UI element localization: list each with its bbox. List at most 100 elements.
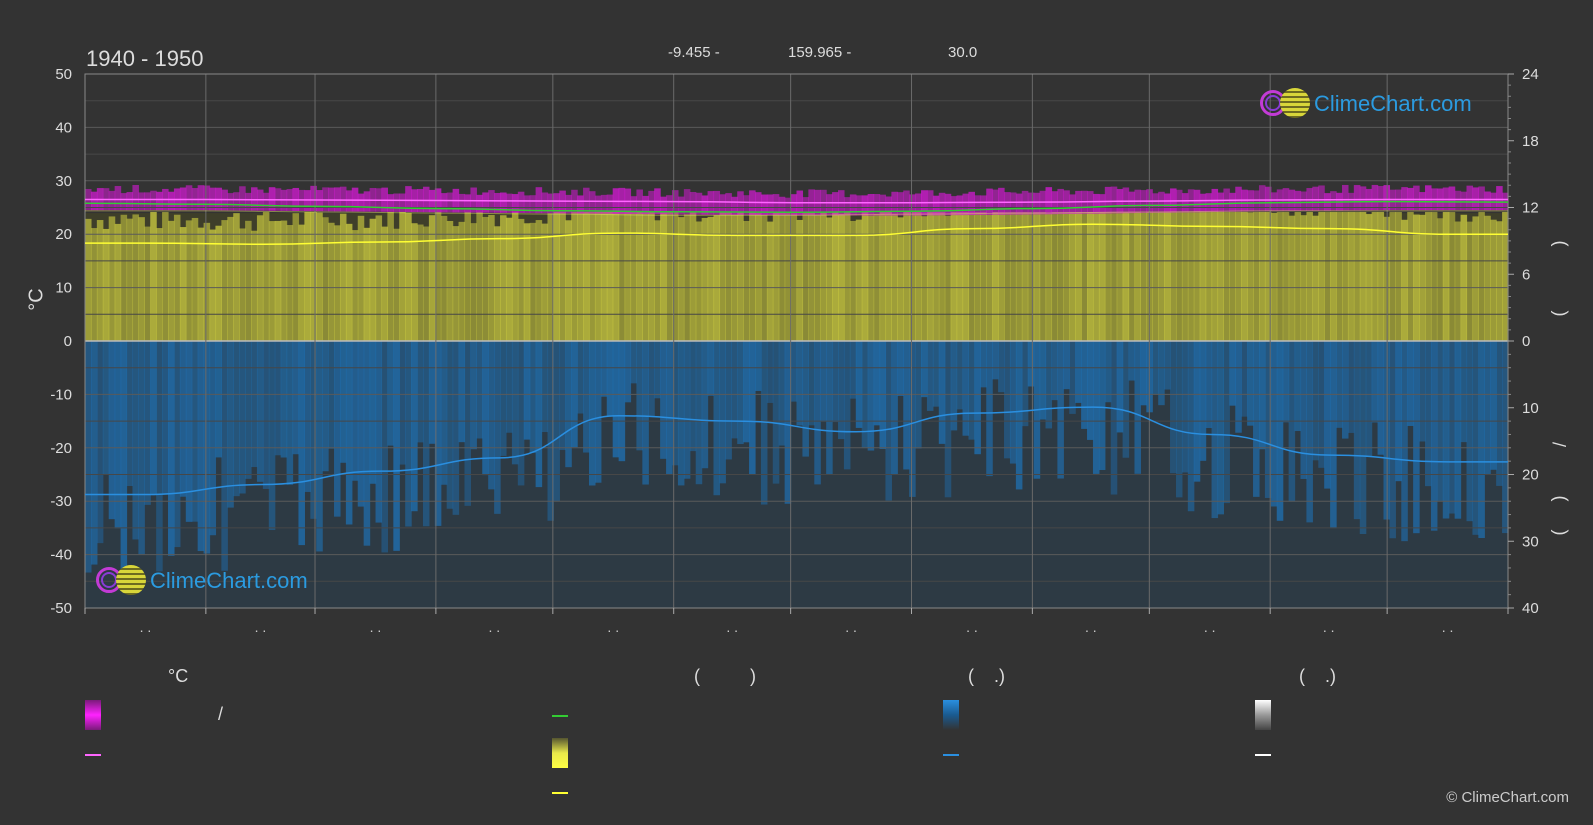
temp-range-strip	[606, 194, 614, 214]
temp-range-strip	[1104, 186, 1112, 214]
temp-range-strip	[944, 193, 952, 216]
x-axis-tick-label: . .	[966, 619, 978, 635]
precip-strip	[535, 341, 543, 488]
right-axis-tick-label: 10	[1522, 400, 1539, 417]
precip-strip	[470, 341, 477, 450]
sunshine-strip	[1253, 211, 1260, 341]
temp-range-strip	[1413, 185, 1420, 211]
sunshine-strip	[1134, 211, 1141, 341]
elevation-label: 30.0	[948, 44, 978, 61]
legend-swatch-sunshine	[552, 738, 568, 768]
sunshine-strip	[292, 213, 300, 341]
sunshine-strip	[1300, 215, 1308, 341]
sunshine-strip	[505, 217, 513, 341]
precip-strip	[754, 341, 762, 391]
sunshine-strip	[422, 226, 430, 341]
legend-swatch-temp-range	[85, 700, 101, 730]
temp-range-strip	[1300, 191, 1308, 211]
legend-slash: /	[218, 704, 224, 724]
temp-range-strip	[239, 186, 246, 211]
sunshine-strip	[511, 211, 519, 341]
right-axis-glyph: (	[1548, 529, 1569, 536]
precip-strip	[926, 341, 934, 411]
x-axis-tick-label: . .	[140, 619, 152, 635]
precip-strip	[1359, 341, 1367, 535]
sunshine-strip	[796, 219, 804, 341]
temp-range-strip	[1098, 194, 1106, 214]
sunshine-strip	[986, 214, 993, 341]
temp-range-strip	[547, 193, 555, 214]
temp-range-strip	[268, 187, 276, 211]
temp-range-strip	[915, 193, 922, 216]
sunshine-strip	[553, 211, 560, 341]
sunshine-strip	[1229, 211, 1236, 341]
precip-strip	[1442, 341, 1450, 519]
sunshine-strip	[1324, 211, 1331, 341]
sunshine-strip	[1318, 211, 1325, 341]
sunshine-strip	[630, 211, 638, 341]
x-axis-tick-label: . .	[1323, 619, 1335, 635]
temp-range-strip	[529, 195, 537, 214]
sunshine-strip	[1389, 211, 1396, 341]
sunshine-strip	[897, 217, 904, 341]
precip-strip	[203, 341, 211, 554]
sunshine-strip	[1140, 212, 1147, 341]
sunshine-strip	[482, 216, 489, 341]
sunshine-strip	[150, 211, 157, 341]
temp-range-strip	[743, 195, 750, 216]
precip-strip	[316, 341, 323, 552]
sunshine-strip	[843, 211, 851, 341]
precip-strip	[547, 341, 555, 521]
precip-strip	[298, 341, 305, 546]
precip-strip	[909, 341, 916, 497]
sunshine-strip	[1158, 211, 1165, 341]
sunshine-strip	[909, 211, 916, 341]
right-axis-tick-label: 24	[1522, 66, 1539, 83]
sunshine-strip	[992, 211, 999, 341]
precip-strip	[873, 341, 881, 426]
temp-range-strip	[701, 195, 709, 215]
x-axis-tick-label: . .	[726, 619, 738, 635]
precip-strip	[1057, 341, 1064, 479]
precip-strip	[292, 341, 300, 455]
temp-range-strip	[1341, 184, 1349, 211]
precip-strip	[594, 341, 602, 483]
sunshine-strip	[399, 211, 406, 341]
sunshine-strip	[583, 211, 590, 341]
sunshine-strip	[790, 213, 798, 341]
temp-range-strip	[168, 191, 175, 211]
sunshine-strip	[369, 218, 377, 341]
sunshine-strip	[707, 216, 715, 341]
temp-range-strip	[559, 190, 566, 214]
sunshine-strip	[944, 215, 952, 341]
copyright: © ClimeChart.com	[1446, 789, 1569, 806]
sunshine-strip	[1466, 221, 1474, 341]
temp-range-strip	[802, 197, 809, 216]
left-axis-tick-label: -40	[50, 547, 72, 564]
right-axis-tick-label: 30	[1522, 533, 1539, 550]
x-axis-tick-label: . .	[255, 619, 267, 635]
sunshine-strip	[950, 211, 958, 341]
sunshine-strip	[838, 213, 845, 341]
sunshine-strip	[820, 211, 827, 341]
sunshine-strip	[1057, 211, 1064, 341]
precip-strip	[476, 341, 483, 439]
precip-strip	[1264, 341, 1272, 498]
legend-header-snow: ( .)	[1299, 666, 1336, 686]
sunshine-strip	[102, 228, 110, 341]
sunshine-strip	[624, 211, 632, 341]
temp-range-strip	[784, 197, 792, 216]
temp-range-strip	[393, 193, 400, 212]
precip-strip	[399, 341, 406, 465]
temp-range-strip	[642, 195, 649, 215]
precip-strip	[612, 341, 620, 458]
sunshine-strip	[316, 212, 323, 341]
precip-strip	[1087, 341, 1094, 440]
precip-strip	[369, 341, 377, 484]
temp-range-strip	[517, 191, 525, 214]
temp-range-strip	[760, 194, 768, 216]
sunshine-strip	[642, 211, 649, 341]
right-axis-tick-label: 18	[1522, 133, 1539, 150]
sunshine-strip	[239, 228, 246, 341]
precip-strip	[1466, 341, 1474, 522]
